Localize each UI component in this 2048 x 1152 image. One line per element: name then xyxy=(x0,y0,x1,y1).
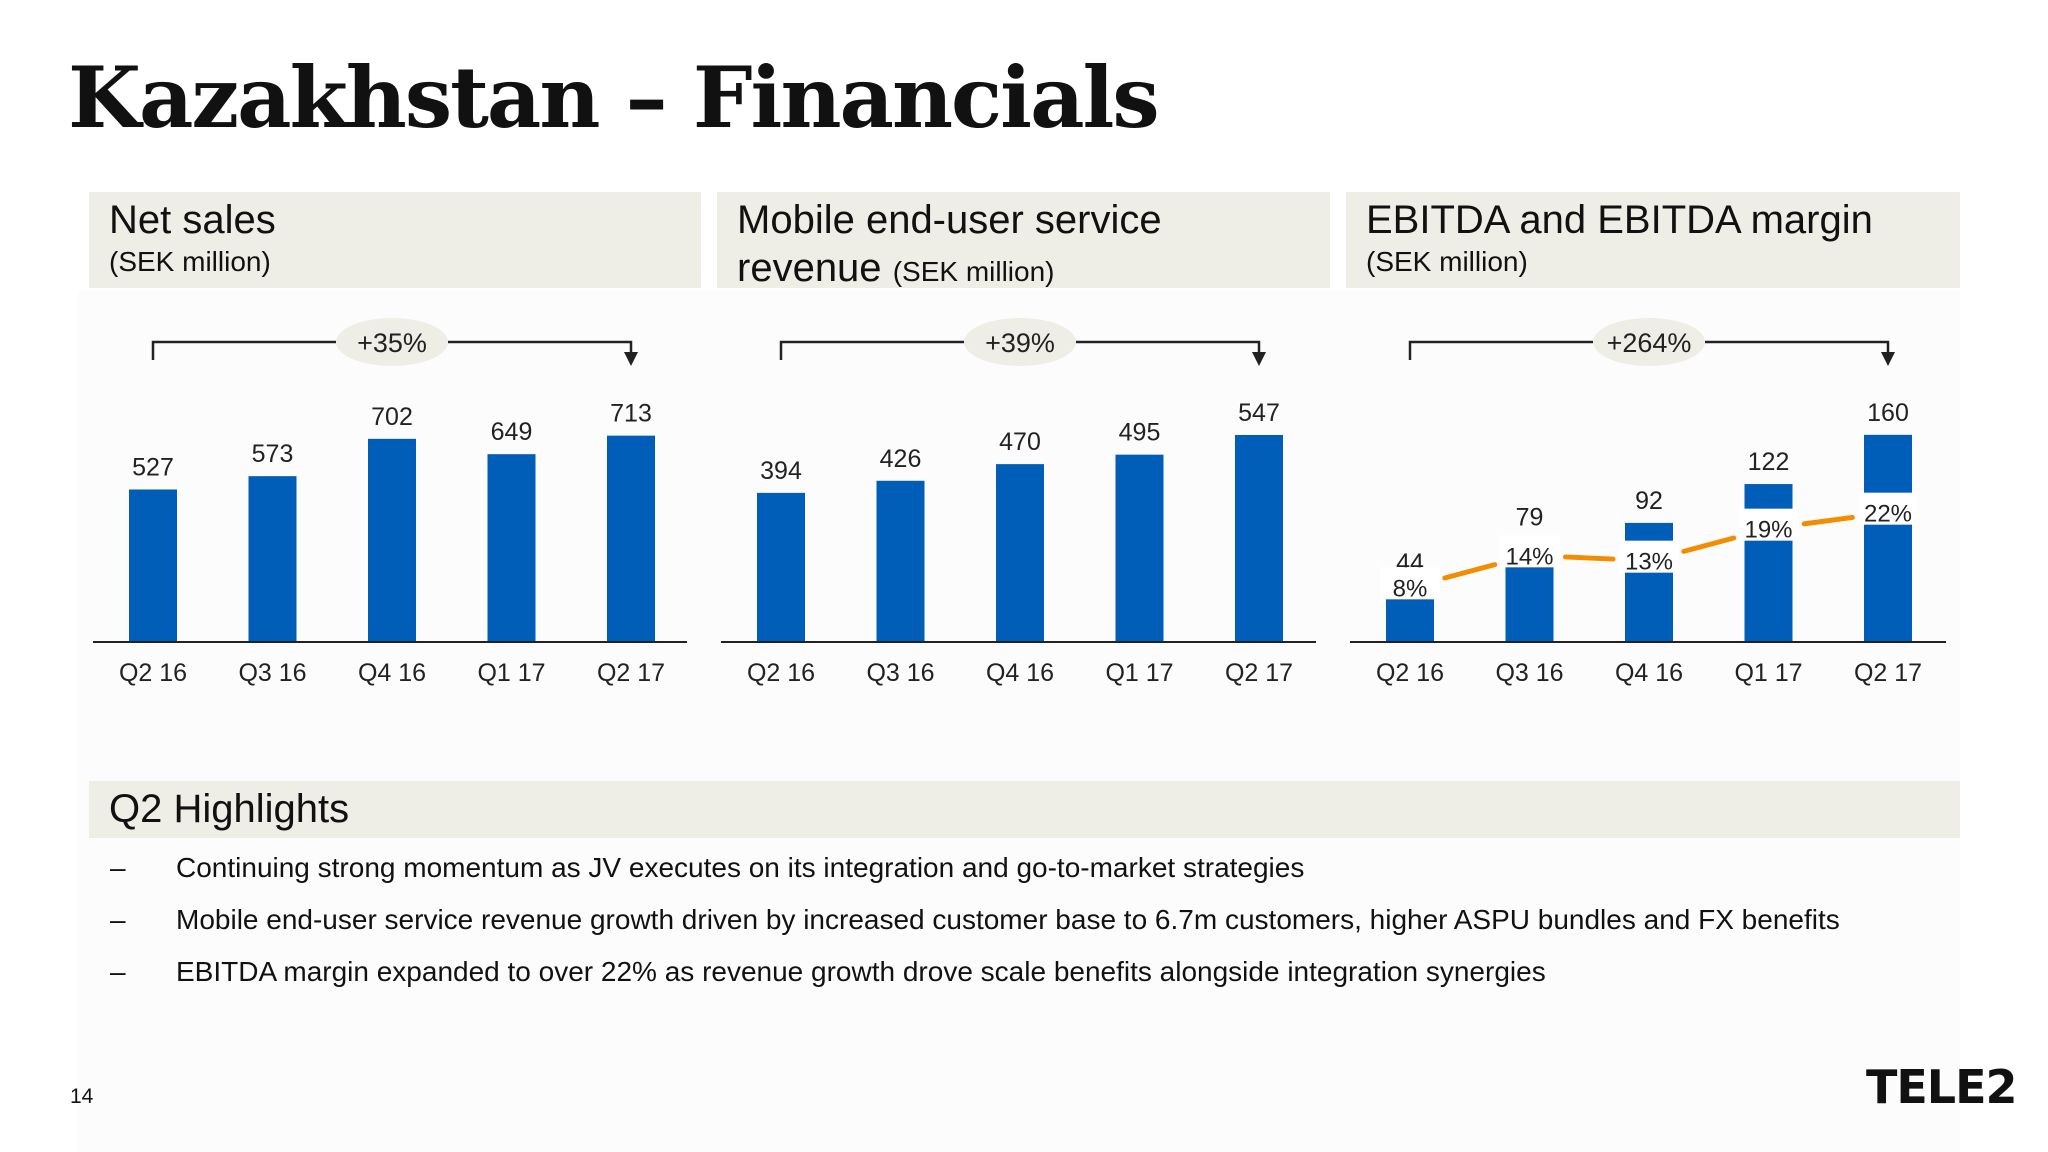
category-label: Q2 16 xyxy=(747,659,815,687)
mobile-revenue-title: Mobile end-user service xyxy=(737,198,1162,242)
net-sales-header: Net sales (SEK million) xyxy=(89,192,701,288)
bar-value-label: 470 xyxy=(999,428,1041,456)
margin-label-bg xyxy=(1499,535,1560,568)
growth-badge xyxy=(1593,318,1705,366)
category-label: Q1 17 xyxy=(1734,659,1802,687)
category-label: Q3 16 xyxy=(238,659,306,687)
bar xyxy=(607,435,655,642)
bar-value-label: 649 xyxy=(491,418,533,446)
bullet-dash: – xyxy=(110,852,126,883)
highlights-header: Q2 Highlights xyxy=(89,781,1960,838)
bar xyxy=(757,492,805,642)
highlight-text: Continuing strong momentum as JV execute… xyxy=(176,852,1305,883)
bar xyxy=(1235,434,1283,642)
margin-value-label: 19% xyxy=(1744,517,1792,544)
bar-value-label: 495 xyxy=(1119,419,1161,447)
margin-value-label: 8% xyxy=(1393,575,1428,602)
margin-label-bg xyxy=(1738,508,1799,541)
page-title: Kazakhstan – Financials xyxy=(68,48,1160,147)
highlight-text: Mobile end-user service revenue growth d… xyxy=(176,904,1840,935)
bar xyxy=(248,476,297,642)
bar xyxy=(1115,454,1164,642)
growth-badge xyxy=(336,318,448,366)
ebitda-subtitle: (SEK million) xyxy=(1366,246,1528,277)
growth-arrow-head xyxy=(1881,352,1895,366)
growth-bracket-left xyxy=(1408,340,1593,360)
bar xyxy=(876,480,925,642)
category-label: Q4 16 xyxy=(1615,659,1683,687)
bar xyxy=(1744,484,1793,642)
bar xyxy=(129,489,177,642)
bar xyxy=(996,464,1044,642)
bar-value-label: 122 xyxy=(1748,448,1790,476)
category-label: Q2 17 xyxy=(597,659,665,687)
margin-line-segment xyxy=(1801,514,1855,527)
bar xyxy=(487,454,536,642)
bar-value-label: 713 xyxy=(610,400,652,428)
margin-line-segment xyxy=(1562,554,1616,562)
margin-value-label: 22% xyxy=(1864,501,1912,528)
margin-label-bg xyxy=(1858,492,1918,525)
category-label: Q4 16 xyxy=(358,659,426,687)
bar-value-label: 394 xyxy=(760,457,802,485)
growth-label: +39% xyxy=(985,328,1055,358)
highlight-text: EBITDA margin expanded to over 22% as re… xyxy=(176,956,1546,987)
bar-value-label: 573 xyxy=(252,440,294,468)
margin-line-segment xyxy=(1442,562,1498,581)
bar xyxy=(1864,434,1912,642)
net-sales-title: Net sales xyxy=(109,198,276,242)
growth-badge xyxy=(964,318,1076,366)
mobile-revenue-title-word: revenue xyxy=(737,246,882,290)
bullet-dash: – xyxy=(110,956,126,987)
highlights-title: Q2 Highlights xyxy=(109,787,350,831)
category-label: Q2 17 xyxy=(1854,659,1922,687)
growth-bracket-right xyxy=(1705,340,1890,354)
mobile-revenue-chart: +39% 394 426 470 495 547 Q2 16 Q3 16 Q4 16 Q1 17 Q… xyxy=(721,318,1316,687)
margin-value-label: 14% xyxy=(1505,543,1553,570)
category-label: Q3 16 xyxy=(1495,659,1563,687)
category-label: Q1 17 xyxy=(1105,659,1173,687)
category-label: Q3 16 xyxy=(866,659,934,687)
mobile-revenue-subtitle: (SEK million) xyxy=(892,256,1055,287)
ebitda-title: EBITDA and EBITDA margin xyxy=(1366,198,1873,242)
margin-value-label: 13% xyxy=(1625,549,1673,576)
bar-value-label: 79 xyxy=(1516,504,1544,532)
category-label: Q2 16 xyxy=(1376,659,1444,687)
bar-value-label: 426 xyxy=(880,445,922,473)
tele2-logo: TELE2 xyxy=(1866,1060,2018,1114)
growth-bracket-left xyxy=(151,340,336,360)
margin-line-segment xyxy=(1681,535,1737,554)
mobile-revenue-title-line2: revenue (SEK million) xyxy=(737,246,1310,291)
category-label: Q2 17 xyxy=(1225,659,1293,687)
growth-arrow-head xyxy=(1252,352,1266,366)
bar-value-label: 92 xyxy=(1635,487,1663,515)
growth-bracket-left xyxy=(779,340,964,360)
mobile-revenue-header: Mobile end-user service revenue (SEK mil… xyxy=(717,192,1330,291)
net-sales-chart: +35% 527 573 702 649 713 Q2 16 Q3 16 Q4 16 Q1 17 Q… xyxy=(93,318,687,687)
category-label: Q4 16 xyxy=(986,659,1054,687)
content-background xyxy=(78,290,1960,1152)
bar-value-label: 527 xyxy=(132,453,174,481)
bullet-dash: – xyxy=(110,904,126,935)
category-label: Q1 17 xyxy=(477,659,545,687)
bar-value-label: 547 xyxy=(1238,399,1280,427)
growth-bracket-right xyxy=(448,340,633,354)
bar-value-label: 702 xyxy=(371,403,413,431)
margin-label-bg xyxy=(1619,540,1679,573)
margin-label-bg xyxy=(1380,567,1440,600)
net-sales-subtitle: (SEK million) xyxy=(109,246,271,277)
bar xyxy=(368,438,416,642)
growth-bracket-right xyxy=(1076,340,1261,354)
ebitda-header: EBITDA and EBITDA margin (SEK million) xyxy=(1346,192,1960,288)
growth-label: +264% xyxy=(1607,328,1692,358)
bar-value-label: 160 xyxy=(1867,399,1909,427)
growth-label: +35% xyxy=(357,328,427,358)
category-label: Q2 16 xyxy=(119,659,187,687)
page-number: 14 xyxy=(70,1085,94,1108)
growth-arrow-head xyxy=(624,352,638,366)
